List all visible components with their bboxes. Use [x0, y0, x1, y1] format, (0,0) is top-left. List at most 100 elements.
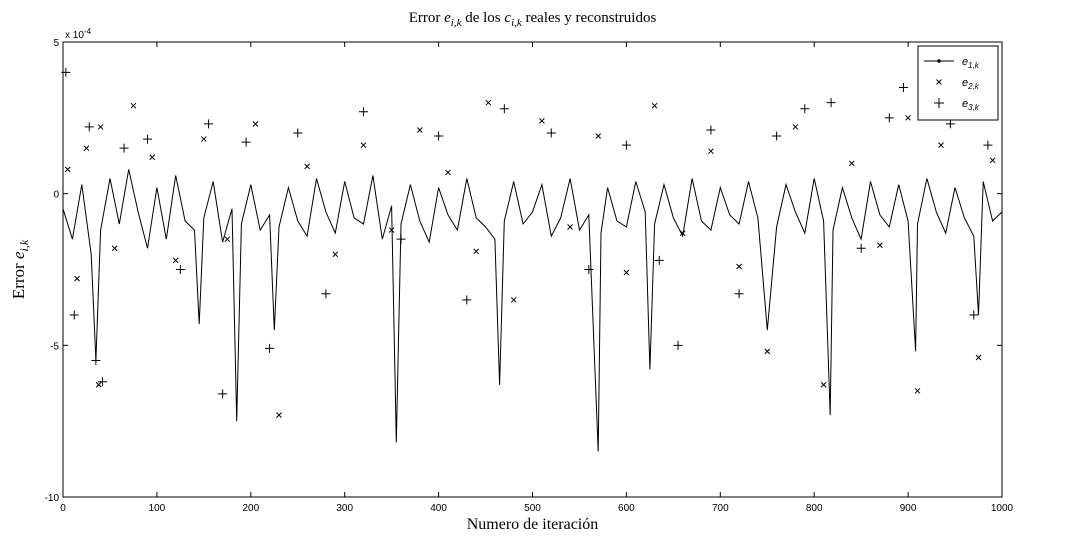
series-3-point [97, 377, 107, 387]
series-3-point [706, 125, 716, 135]
series-3-point [265, 343, 275, 353]
series-2-point [200, 136, 207, 142]
series-3-point [673, 340, 683, 350]
legend-label-sub: 1,k [968, 61, 980, 70]
x-tick-label: 800 [806, 503, 823, 514]
series-1-line [62, 169, 1003, 452]
series-2-point [172, 257, 179, 264]
series-3-point [218, 389, 228, 399]
legend-entry-1: e1,k [924, 56, 980, 70]
series-3-point [143, 134, 153, 144]
series-2-point [83, 145, 90, 152]
series-2-point [416, 127, 423, 133]
series-2-point [304, 163, 310, 170]
series-2-point [388, 227, 395, 233]
series-3-point [654, 255, 664, 265]
series-3-point [621, 140, 631, 150]
legend-label-sub: 2,k [967, 82, 980, 91]
y-axis-label: Error ei,k [9, 239, 31, 299]
legend-label-sub: 3,k [968, 103, 980, 112]
legend-label-symbol: e [962, 98, 968, 110]
legend-x-marker [936, 79, 942, 85]
y-tick-label: 5 [53, 38, 59, 49]
series-3-point [69, 310, 79, 320]
series-2-point [332, 251, 339, 258]
y-label-prefix: Error [9, 259, 28, 299]
x-tick-label: 700 [712, 503, 729, 514]
series-3-point [321, 289, 331, 299]
title-suffix: reales y reconstruidos [522, 10, 657, 26]
series-2-point [97, 124, 104, 130]
series-2-point [74, 275, 80, 282]
series-2-point [252, 121, 259, 127]
y-exponent-power: -4 [84, 27, 92, 36]
x-tick-label: 200 [242, 503, 259, 514]
series-1 [62, 169, 1003, 452]
series-3-point [241, 137, 251, 147]
series-2-point [736, 263, 742, 270]
series-2-point [938, 142, 944, 148]
title-e-sub: i,k [451, 17, 463, 29]
legend-dot-marker [937, 59, 941, 63]
series-3-point [898, 83, 908, 92]
x-tick-label: 500 [524, 503, 541, 514]
series-2-point [792, 124, 799, 130]
legend-label: e3,k [962, 98, 980, 112]
series-3-point [945, 119, 955, 129]
series-3-point [396, 234, 406, 244]
title-prefix: Error [409, 10, 444, 26]
title-e-symbol: e [444, 10, 451, 26]
series-2-point [567, 224, 573, 230]
series-2-point [679, 230, 686, 236]
series-2-point [510, 296, 517, 303]
x-tick-label: 100 [149, 503, 166, 514]
series-2-point [473, 248, 480, 255]
series-3-point [204, 119, 214, 129]
y-label-symbol: e [9, 251, 28, 259]
series-3-point [584, 265, 594, 274]
x-axis-label: Numero de iteración [467, 516, 599, 533]
title-c-sub: i,k [511, 17, 523, 29]
series-2-point [224, 236, 231, 243]
plot-area [62, 41, 1003, 498]
legend-label: e1,k [962, 56, 980, 70]
legend-label: e2,k [962, 77, 980, 91]
legend-label-symbol: e [962, 77, 968, 89]
series-3-point [772, 131, 782, 141]
y-exponent-base: x 10 [65, 30, 84, 41]
series-2-point [820, 381, 827, 388]
y-tick-label: -10 [45, 493, 60, 504]
series-2-point [149, 154, 156, 161]
series-3-point [434, 131, 444, 141]
y-label-sub: i,k [17, 239, 31, 251]
series-2-point [276, 412, 282, 418]
series-3-point [293, 128, 303, 138]
series-3-point [734, 289, 744, 299]
series-2-point [539, 118, 545, 124]
plot-frame [62, 41, 1003, 498]
y-tick-label: 0 [53, 190, 59, 201]
series-2-point [877, 242, 883, 249]
series-3-point [826, 98, 836, 108]
legend: e1,ke2,ke3,k [917, 45, 999, 121]
series-3-point [969, 310, 979, 320]
x-tick-label: 0 [60, 503, 66, 514]
series-2-point [708, 148, 714, 155]
series-2-point [445, 169, 451, 176]
series-2-point [651, 102, 658, 109]
series-2-point [764, 348, 771, 355]
series-2-point [848, 160, 855, 167]
series-3-point [499, 104, 509, 114]
series-2-point [975, 354, 982, 361]
series-2-point [485, 99, 492, 106]
x-tick-label: 300 [336, 503, 353, 514]
x-tick-label: 400 [430, 503, 447, 514]
series-2 [64, 99, 996, 418]
legend-label-symbol: e [962, 56, 968, 68]
legend-plus-marker [934, 98, 944, 108]
series-2-point [360, 142, 367, 148]
series-2-point [95, 381, 102, 388]
